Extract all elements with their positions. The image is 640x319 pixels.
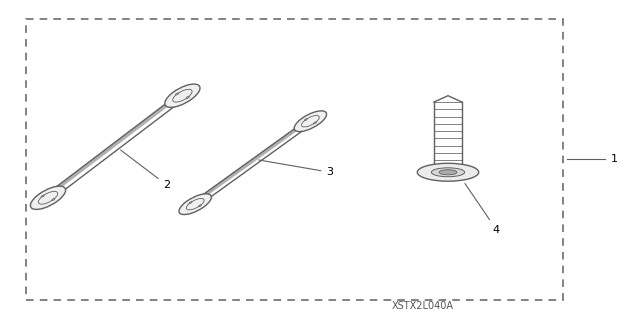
Ellipse shape — [186, 96, 189, 99]
Text: 1: 1 — [567, 154, 618, 165]
Bar — [26, 19, 563, 300]
Ellipse shape — [314, 122, 317, 124]
Text: 4: 4 — [465, 183, 500, 235]
Ellipse shape — [439, 170, 457, 175]
Ellipse shape — [198, 205, 202, 207]
Ellipse shape — [417, 163, 479, 181]
Text: 2: 2 — [120, 150, 170, 190]
Ellipse shape — [164, 84, 200, 107]
Ellipse shape — [304, 119, 307, 121]
Ellipse shape — [189, 202, 192, 204]
Text: XSTX2L040A: XSTX2L040A — [392, 301, 453, 311]
Ellipse shape — [431, 168, 465, 177]
Text: 3: 3 — [259, 160, 333, 177]
Ellipse shape — [175, 93, 179, 95]
Ellipse shape — [30, 186, 66, 209]
Ellipse shape — [52, 198, 55, 201]
Ellipse shape — [179, 194, 211, 215]
Ellipse shape — [294, 111, 326, 132]
Ellipse shape — [41, 195, 44, 197]
